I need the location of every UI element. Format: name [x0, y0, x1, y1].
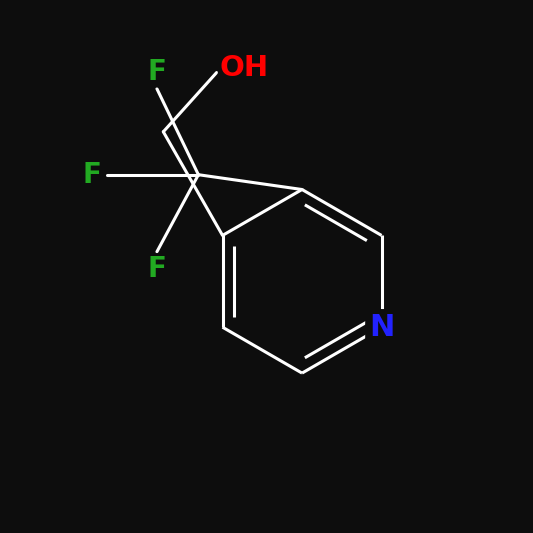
Text: N: N [369, 313, 394, 342]
Text: F: F [148, 255, 166, 282]
Text: F: F [83, 161, 102, 189]
Text: F: F [148, 58, 166, 86]
Text: OH: OH [220, 54, 269, 82]
